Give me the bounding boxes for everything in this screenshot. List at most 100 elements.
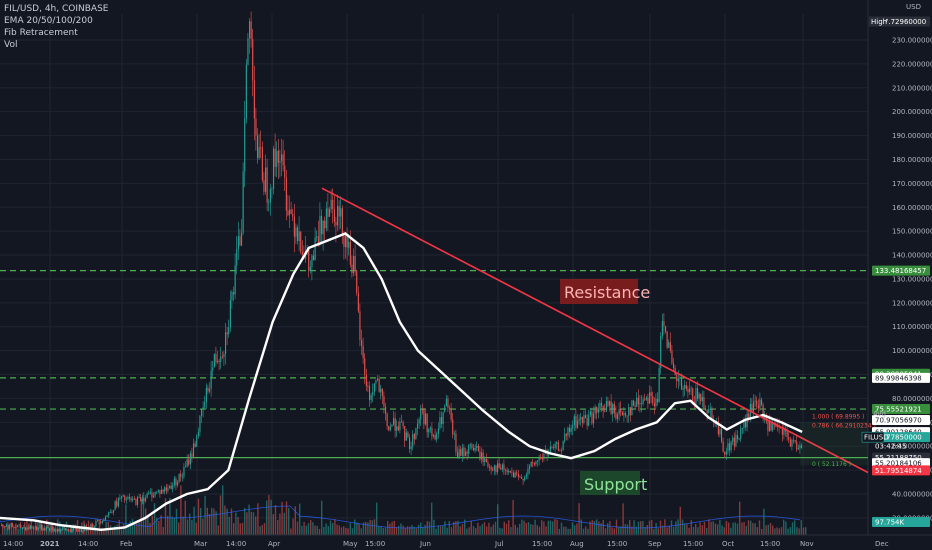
candle-body xyxy=(145,497,147,502)
candle-body xyxy=(33,527,35,529)
candle-body xyxy=(189,453,191,465)
candle-body xyxy=(711,408,713,421)
candle-body xyxy=(597,408,599,413)
volume-bar xyxy=(125,504,127,535)
volume-bar xyxy=(204,495,206,535)
volume-bar xyxy=(4,526,6,535)
candle-body xyxy=(377,378,379,381)
volume-bar xyxy=(631,526,633,535)
candle-body xyxy=(273,148,275,189)
volume-bar xyxy=(2,524,4,535)
legend-fib[interactable]: Fib Retracement xyxy=(4,28,78,38)
volume-bar xyxy=(732,522,734,535)
volume-bar xyxy=(145,508,147,535)
candle-body xyxy=(385,406,387,414)
volume-bar xyxy=(114,525,116,535)
volume-bar xyxy=(32,528,35,535)
candle-body xyxy=(266,167,268,203)
candle-body xyxy=(717,421,719,435)
candle-body xyxy=(194,443,196,447)
candle-body xyxy=(645,397,647,400)
candle-body xyxy=(793,439,795,441)
volume-bar xyxy=(140,499,142,535)
volume-bar xyxy=(666,527,668,535)
candle-body xyxy=(209,388,211,392)
price-tag-label: 63.77850000 xyxy=(875,434,922,442)
candle-body xyxy=(457,452,459,458)
candle-body xyxy=(399,421,401,431)
candle-body xyxy=(129,496,131,499)
candle-body xyxy=(623,413,625,416)
volume-bar xyxy=(169,497,171,535)
price-tag xyxy=(872,372,930,383)
volume-bar xyxy=(708,519,710,535)
volume-bar xyxy=(233,523,235,535)
time-tick-label: Jul xyxy=(494,540,504,548)
volume-bar xyxy=(794,520,796,535)
volume-bar xyxy=(459,526,461,535)
candle-body xyxy=(650,392,652,397)
candle-body xyxy=(383,396,385,407)
candle-body xyxy=(332,199,334,209)
volume-bar xyxy=(219,495,222,535)
volume-bar xyxy=(789,527,791,535)
candle-body xyxy=(461,447,463,456)
volume-bar xyxy=(747,520,750,535)
volume-bar xyxy=(657,528,659,535)
candle-body xyxy=(41,524,43,530)
candle-body xyxy=(324,220,326,229)
candle-body xyxy=(143,498,145,502)
candle-body xyxy=(65,528,67,530)
candle-body xyxy=(682,388,684,390)
volume-bar xyxy=(398,525,400,535)
candle-body xyxy=(317,236,319,245)
volume-bar xyxy=(470,521,472,535)
volume-bar xyxy=(156,517,158,535)
volume-bar xyxy=(153,503,156,535)
volume-bar xyxy=(503,521,505,535)
candle-body xyxy=(247,38,249,65)
price-tick-label: 170.00000000 xyxy=(892,180,932,188)
candle-body xyxy=(684,385,686,389)
candle-body xyxy=(458,449,460,458)
time-tick-label: 15:00 xyxy=(607,540,627,548)
legend-ema[interactable]: EMA 20/50/100/200 xyxy=(4,16,93,26)
volume-bar xyxy=(523,520,525,535)
candle-body xyxy=(263,180,265,192)
candle-body xyxy=(289,209,291,216)
volume-bar xyxy=(391,521,393,535)
volume-bar xyxy=(622,503,624,535)
volume-bar xyxy=(494,521,497,535)
time-axis-bg xyxy=(0,535,932,550)
volume-bar xyxy=(426,521,428,535)
volume-bar xyxy=(61,528,63,535)
volume-bar xyxy=(576,523,578,535)
candle-body xyxy=(268,202,270,204)
volume-bar xyxy=(345,527,347,535)
time-tick-label: Feb xyxy=(120,540,133,548)
candle-body xyxy=(405,432,407,441)
candle-body xyxy=(561,449,563,451)
volume-bar xyxy=(644,527,646,535)
candle-body xyxy=(722,441,724,452)
candle-body xyxy=(409,437,411,450)
candle-body xyxy=(63,527,65,529)
candle-body xyxy=(109,512,111,514)
candle-body xyxy=(279,160,281,163)
volume-bar xyxy=(46,519,48,535)
volume-bar xyxy=(785,521,787,535)
volume-bar xyxy=(547,520,549,535)
candle-body xyxy=(314,237,316,260)
price-tag-label: 55.21188750 xyxy=(875,454,922,462)
candle-body xyxy=(223,354,225,358)
candle-body xyxy=(242,171,244,233)
candle-body xyxy=(341,208,343,235)
volume-bar xyxy=(767,524,769,535)
volume-bar xyxy=(384,527,387,535)
legend-symbol[interactable]: FIL/USD, 4h, COINBASE xyxy=(4,4,109,14)
volume-bar xyxy=(340,527,343,535)
legend-vol[interactable]: Vol xyxy=(4,40,18,50)
volume-bar xyxy=(274,504,277,535)
volume-bar xyxy=(475,528,477,535)
